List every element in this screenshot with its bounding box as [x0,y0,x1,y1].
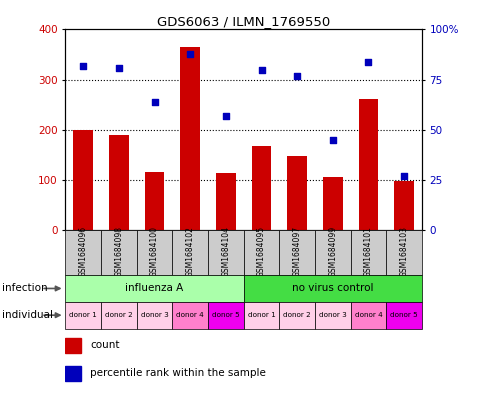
Bar [243,302,279,329]
Bar [243,275,421,302]
Point [257,66,265,73]
Text: infection: infection [2,283,48,294]
Text: no virus control: no virus control [291,283,373,294]
Point [222,112,229,119]
Bar [145,172,164,230]
Point [151,99,158,105]
Bar [314,302,350,329]
Bar [358,99,378,230]
Text: donor 2: donor 2 [283,312,310,318]
Point [186,50,194,57]
Text: GSM1684097: GSM1684097 [292,226,301,277]
Text: GSM1684098: GSM1684098 [114,226,123,277]
Point [115,64,122,71]
Text: donor 5: donor 5 [212,312,239,318]
Text: donor 3: donor 3 [140,312,168,318]
Bar [243,230,279,275]
Bar [172,302,208,329]
Bar [216,173,235,230]
Text: donor 4: donor 4 [354,312,381,318]
Bar [65,338,81,353]
Bar [279,230,314,275]
Text: GSM1684096: GSM1684096 [78,226,88,277]
Title: GDS6063 / ILMN_1769550: GDS6063 / ILMN_1769550 [157,15,330,28]
Bar [393,181,413,230]
Text: donor 1: donor 1 [69,312,97,318]
Text: donor 2: donor 2 [105,312,133,318]
Text: GSM1684103: GSM1684103 [399,226,408,277]
Text: influenza A: influenza A [125,283,183,294]
Bar [172,230,208,275]
Bar [385,302,421,329]
Text: donor 5: donor 5 [390,312,417,318]
Text: donor 3: donor 3 [318,312,346,318]
Bar [180,47,199,230]
Bar [136,230,172,275]
Bar [251,146,271,230]
Text: count: count [90,340,120,350]
Text: GSM1684101: GSM1684101 [363,226,372,277]
Bar [136,302,172,329]
Bar [65,275,243,302]
Bar [101,230,136,275]
Bar [65,230,101,275]
Bar [322,177,342,230]
Bar [74,130,93,230]
Text: donor 1: donor 1 [247,312,275,318]
Bar [287,156,306,230]
Bar [314,230,350,275]
Text: GSM1684102: GSM1684102 [185,226,195,277]
Bar [385,230,421,275]
Text: GSM1684100: GSM1684100 [150,226,159,277]
Text: GSM1684104: GSM1684104 [221,226,230,277]
Text: percentile rank within the sample: percentile rank within the sample [90,368,266,378]
Text: GSM1684095: GSM1684095 [257,226,266,277]
Text: individual: individual [2,310,53,320]
Bar [350,230,385,275]
Bar [208,302,243,329]
Bar [65,302,101,329]
Bar [279,302,314,329]
Bar [208,230,243,275]
Point [364,59,372,65]
Point [79,62,87,69]
Bar [101,302,136,329]
Point [328,136,336,143]
Text: donor 4: donor 4 [176,312,204,318]
Bar [109,135,128,230]
Point [293,72,301,79]
Text: GSM1684099: GSM1684099 [328,226,337,277]
Bar [65,365,81,381]
Point [399,173,407,179]
Bar [350,302,385,329]
